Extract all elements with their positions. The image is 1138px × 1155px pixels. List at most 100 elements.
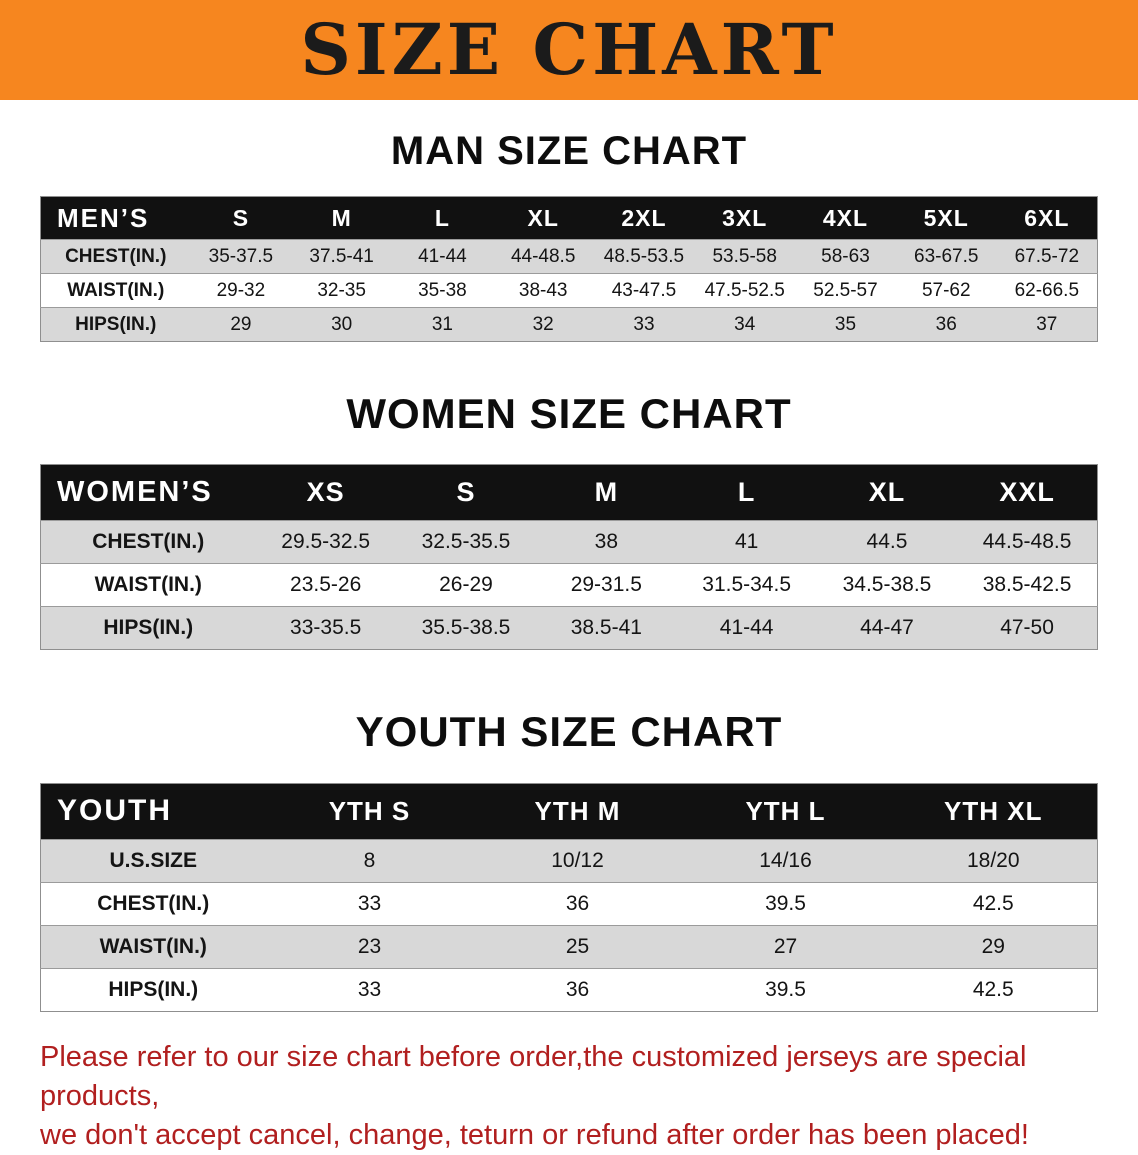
table-title-cell: MEN’S bbox=[57, 202, 150, 233]
size-value-cell: 36 bbox=[565, 891, 590, 915]
table-header-row: WOMEN’S XS S M L XL XXL bbox=[40, 464, 1098, 521]
row-label: WAIST(IN.) bbox=[94, 573, 202, 597]
banner-title: SIZE CHART bbox=[300, 8, 838, 91]
size-column-header: M bbox=[594, 477, 619, 508]
size-column-header: XL bbox=[527, 204, 559, 231]
row-label: CHEST(IN.) bbox=[92, 530, 205, 554]
size-value-cell: 14/16 bbox=[759, 848, 812, 872]
measurement-row: WAIST(IN.) 29-32 32-35 35-38 38-43 43-47.5 47.… bbox=[40, 273, 1098, 308]
size-value-cell: 47-50 bbox=[1000, 616, 1054, 640]
size-value-cell: 26-29 bbox=[439, 573, 493, 597]
measurement-row: WAIST(IN.) 23 25 27 29 bbox=[40, 925, 1098, 969]
size-value-cell: 67.5-72 bbox=[1014, 245, 1080, 267]
size-value-cell: 23.5-26 bbox=[290, 573, 362, 597]
size-column-header: 2XL bbox=[621, 204, 667, 231]
size-value-cell: 33 bbox=[357, 891, 382, 915]
disclaimer-line-1: Please refer to our size chart before or… bbox=[40, 1040, 1027, 1112]
size-value-cell: 41-44 bbox=[719, 616, 774, 640]
size-value-cell: 35-38 bbox=[418, 279, 467, 301]
size-value-cell: 34 bbox=[734, 313, 756, 335]
size-value-cell: 62-66.5 bbox=[1014, 279, 1080, 301]
size-value-cell: 37 bbox=[1036, 313, 1058, 335]
size-value-cell: 52.5-57 bbox=[813, 279, 878, 301]
size-value-cell: 39.5 bbox=[765, 891, 806, 915]
size-value-cell: 29 bbox=[981, 934, 1005, 958]
size-chart-content: MAN SIZE CHART MEN’S S M L XL 2XL 3XL 4XL 5XL 6XL C… bbox=[0, 128, 1138, 1012]
size-column-header: YTH S bbox=[328, 795, 411, 826]
size-value-cell: 23 bbox=[357, 934, 382, 958]
size-value-cell: 31.5-34.5 bbox=[702, 573, 792, 597]
size-value-cell: 47.5-52.5 bbox=[704, 279, 785, 301]
size-value-cell: 58-63 bbox=[821, 245, 870, 267]
size-chart-banner: SIZE CHART bbox=[0, 0, 1138, 100]
row-label: CHEST(IN.) bbox=[97, 891, 210, 915]
disclaimer: Please refer to our size chart before or… bbox=[40, 1038, 1102, 1155]
size-value-cell: 33 bbox=[633, 313, 655, 335]
table-title-cell: YOUTH bbox=[57, 794, 172, 828]
size-column-header: XS bbox=[306, 477, 345, 508]
table-title-cell: WOMEN’S bbox=[57, 476, 213, 509]
size-value-cell: 10/12 bbox=[551, 848, 604, 872]
measurement-row: U.S.SIZE 8 10/12 14/16 18/20 bbox=[40, 839, 1098, 883]
size-value-cell: 38.5-41 bbox=[570, 616, 642, 640]
size-value-cell: 29 bbox=[230, 313, 252, 335]
size-value-cell: 39.5 bbox=[765, 977, 806, 1001]
size-column-header: 5XL bbox=[923, 204, 969, 231]
row-label: HIPS(IN.) bbox=[108, 977, 199, 1001]
size-value-cell: 35 bbox=[834, 313, 857, 335]
size-value-cell: 35-37.5 bbox=[208, 245, 274, 267]
row-label: HIPS(IN.) bbox=[75, 313, 157, 335]
row-label: CHEST(IN.) bbox=[65, 245, 167, 267]
size-value-cell: 38.5-42.5 bbox=[982, 573, 1072, 597]
size-column-header: M bbox=[331, 204, 352, 231]
size-chart-section: YOUTH SIZE CHART YOUTH YTH S YTH M YTH L YTH … bbox=[0, 708, 1138, 1012]
disclaimer-line-2: we don't accept cancel, change, teturn o… bbox=[40, 1118, 1029, 1151]
size-value-cell: 34.5-38.5 bbox=[842, 573, 932, 597]
measurement-row: HIPS(IN.) 33-35.5 35.5-38.5 38.5-41 41-44 44-… bbox=[40, 606, 1098, 650]
size-column-header: YTH XL bbox=[944, 795, 1043, 826]
size-column-header: S bbox=[456, 477, 476, 508]
size-value-cell: 32.5-35.5 bbox=[421, 530, 511, 554]
size-value-cell: 31 bbox=[431, 313, 453, 335]
size-column-header: XXL bbox=[999, 477, 1055, 508]
size-table: MEN’S S M L XL 2XL 3XL 4XL 5XL 6XL CHEST(IN.) 35-37… bbox=[40, 196, 1098, 342]
table-header-row: MEN’S S M L XL 2XL 3XL 4XL 5XL 6XL bbox=[40, 196, 1098, 240]
size-value-cell: 44-48.5 bbox=[510, 245, 576, 267]
section-heading: YOUTH SIZE CHART bbox=[355, 708, 783, 756]
measurement-row: HIPS(IN.) 29 30 31 32 33 34 35 36 37 bbox=[40, 307, 1098, 342]
measurement-row: HIPS(IN.) 33 36 39.5 42.5 bbox=[40, 968, 1098, 1012]
size-value-cell: 33 bbox=[357, 977, 382, 1001]
size-column-header: S bbox=[232, 204, 250, 231]
size-value-cell: 29-31.5 bbox=[570, 573, 642, 597]
size-value-cell: 27 bbox=[773, 934, 798, 958]
size-value-cell: 42.5 bbox=[972, 891, 1014, 915]
size-column-header: L bbox=[434, 204, 450, 231]
row-label: HIPS(IN.) bbox=[103, 616, 194, 640]
size-value-cell: 37.5-41 bbox=[309, 245, 374, 267]
size-value-cell: 48.5-53.5 bbox=[603, 245, 685, 267]
section-heading: MAN SIZE CHART bbox=[390, 129, 748, 173]
size-value-cell: 42.5 bbox=[972, 977, 1014, 1001]
size-chart-section: MAN SIZE CHART MEN’S S M L XL 2XL 3XL 4XL 5XL 6XL C… bbox=[0, 128, 1138, 342]
measurement-row: CHEST(IN.) 35-37.5 37.5-41 41-44 44-48.5 48.5… bbox=[40, 239, 1098, 274]
size-value-cell: 32-35 bbox=[317, 279, 366, 301]
table-header-row: YOUTH YTH S YTH M YTH L YTH XL bbox=[40, 783, 1098, 840]
size-column-header: 6XL bbox=[1024, 204, 1070, 231]
measurement-row: WAIST(IN.) 23.5-26 26-29 29-31.5 31.5-34.5 34… bbox=[40, 563, 1098, 607]
row-label: WAIST(IN.) bbox=[99, 934, 207, 958]
size-value-cell: 33-35.5 bbox=[290, 616, 362, 640]
measurement-row: CHEST(IN.) 33 36 39.5 42.5 bbox=[40, 882, 1098, 926]
size-value-cell: 35.5-38.5 bbox=[421, 616, 511, 640]
size-value-cell: 36 bbox=[565, 977, 590, 1001]
size-value-cell: 63-67.5 bbox=[914, 245, 979, 267]
size-value-cell: 36 bbox=[935, 313, 957, 335]
size-value-cell: 38-43 bbox=[518, 279, 568, 301]
size-table: WOMEN’S XS S M L XL XXL CHEST(IN.) 29.5-32.5 32.5… bbox=[40, 464, 1098, 651]
section-heading: WOMEN SIZE CHART bbox=[346, 390, 792, 437]
size-column-header: 3XL bbox=[722, 204, 768, 231]
size-value-cell: 53.5-58 bbox=[712, 245, 777, 267]
measurement-row: CHEST(IN.) 29.5-32.5 32.5-35.5 38 41 44.5 44.5… bbox=[40, 520, 1098, 564]
row-label: U.S.SIZE bbox=[109, 848, 198, 872]
size-value-cell: 8 bbox=[363, 848, 376, 872]
size-column-header: YTH M bbox=[534, 795, 621, 826]
